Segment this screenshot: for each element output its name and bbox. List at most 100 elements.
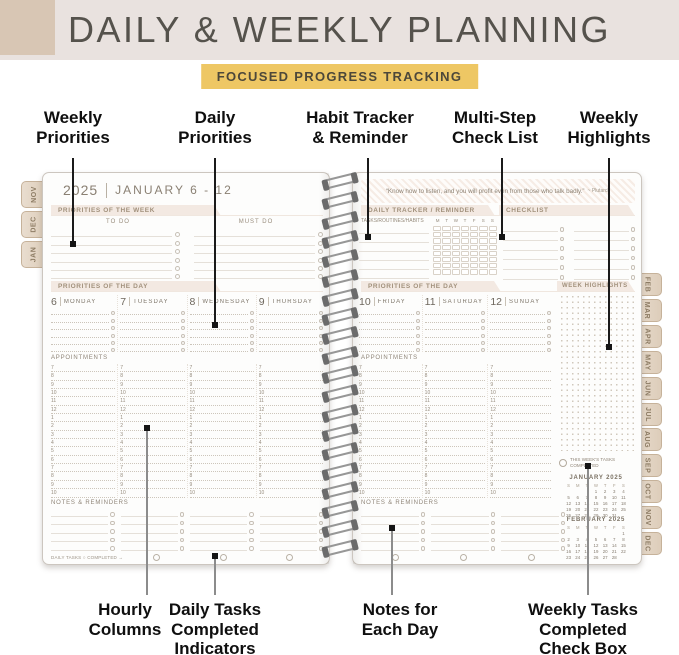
writing-line bbox=[120, 541, 178, 542]
spiral-coil bbox=[321, 441, 359, 461]
leader-line-weekly-priorities bbox=[70, 158, 76, 247]
calendar-title: FEBRUARY 2025 bbox=[566, 517, 626, 523]
hour-slot: 8 bbox=[120, 372, 185, 381]
completion-circle bbox=[415, 311, 420, 316]
dotted-line bbox=[258, 329, 317, 331]
hour-label: 7 bbox=[51, 365, 54, 371]
day-column-monday: 6 MONDAY bbox=[49, 295, 117, 353]
writing-line bbox=[194, 269, 315, 271]
completion-circle bbox=[179, 520, 184, 525]
habit-checkbox bbox=[433, 269, 442, 275]
indicator-cell bbox=[497, 553, 565, 561]
habit-checkbox bbox=[460, 263, 470, 269]
weekly-tasks-completed: THIS WEEK'S TASKS COMPLETED bbox=[559, 457, 637, 468]
hour-label: 7 bbox=[359, 465, 362, 472]
weekday-letter: F bbox=[612, 483, 616, 488]
dotted-line bbox=[359, 329, 414, 331]
calendar-grid: SMTWTFS123456789101112131415161718192021… bbox=[564, 483, 628, 518]
dotted-line bbox=[490, 343, 546, 345]
priority-line bbox=[120, 308, 185, 316]
spiral-coil bbox=[321, 210, 359, 229]
writing-line bbox=[503, 249, 558, 251]
band-hairline bbox=[51, 215, 323, 216]
hour-label: 12 bbox=[258, 406, 265, 413]
habit-checkbox bbox=[433, 244, 442, 250]
weekday-letter: S bbox=[567, 483, 570, 488]
date-cell: 12 bbox=[566, 501, 572, 506]
indicator-cell bbox=[123, 553, 190, 561]
habit-checkbox bbox=[488, 269, 497, 275]
appointments-label: APPOINTMENTS bbox=[51, 355, 108, 361]
daily-priority-lines bbox=[359, 308, 420, 353]
dotted-line bbox=[258, 351, 317, 353]
tracker-sublabel: TASKS/ROUTINES/HABITS bbox=[361, 218, 424, 224]
date-cell: 11 bbox=[621, 495, 626, 500]
habit-checkbox bbox=[460, 232, 470, 238]
habit-checkbox bbox=[470, 232, 479, 238]
writing-line bbox=[501, 524, 559, 525]
completion-circle bbox=[490, 546, 495, 551]
date-cell: 30 bbox=[602, 513, 608, 518]
completion-circle bbox=[249, 537, 254, 542]
completion-circle bbox=[180, 311, 185, 316]
hour-slot: 7 bbox=[189, 464, 254, 473]
day-completed-circle bbox=[527, 553, 535, 561]
completion-circle bbox=[110, 546, 115, 551]
date-cell: 6 bbox=[603, 537, 607, 542]
hour-slot: 1 bbox=[490, 414, 552, 423]
hour-label: 7 bbox=[258, 365, 262, 371]
date-cell: 26 bbox=[566, 513, 572, 518]
corner-accent-square bbox=[0, 0, 55, 55]
leader-line-notes bbox=[389, 525, 395, 595]
priority-line bbox=[120, 315, 185, 323]
priority-line bbox=[490, 308, 552, 316]
hour-label: 6 bbox=[258, 456, 262, 463]
habit-checkbox bbox=[488, 256, 497, 263]
hour-slot: 9 bbox=[359, 381, 420, 390]
hour-slot: 7 bbox=[359, 464, 420, 473]
hour-slot: 1 bbox=[424, 414, 486, 423]
habit-checkbox bbox=[470, 250, 479, 256]
month-tab-label: OCT bbox=[643, 483, 651, 500]
week-header: 2025 JANUARY 6 - 12 bbox=[63, 182, 233, 198]
hour-label: 5 bbox=[189, 448, 193, 455]
hour-slot: 4 bbox=[359, 439, 420, 448]
hour-slot: 6 bbox=[189, 456, 254, 465]
dotted-line bbox=[424, 329, 480, 331]
hour-slot: 4 bbox=[51, 439, 116, 448]
date-cell: 28 bbox=[582, 513, 591, 518]
callout-hourly-columns: Hourly Columns bbox=[88, 600, 162, 639]
day-letter: M bbox=[435, 218, 440, 223]
completion-circle bbox=[415, 326, 420, 331]
day-completed-circle bbox=[459, 553, 467, 561]
weekly-tasks-check-circle bbox=[559, 458, 567, 467]
writing-line bbox=[51, 515, 108, 517]
hour-label: 4 bbox=[120, 440, 124, 447]
habit-checkbox bbox=[479, 269, 488, 275]
dotted-line bbox=[258, 336, 317, 338]
habit-checkbox bbox=[451, 250, 460, 256]
priority-line bbox=[424, 330, 486, 338]
priorities-of-day-band: PRIORITIES OF THE DAY bbox=[51, 281, 221, 292]
day-letter: T bbox=[463, 218, 467, 223]
priority-line bbox=[359, 323, 420, 331]
date-cell: 22 bbox=[620, 549, 626, 554]
priority-line bbox=[189, 330, 254, 338]
hero-banner: DAILY & WEEKLY PLANNING bbox=[0, 0, 679, 60]
dotted-line bbox=[359, 336, 414, 338]
priority-line bbox=[359, 330, 420, 338]
habit-checkbox bbox=[451, 238, 460, 244]
completion-circle bbox=[110, 529, 115, 534]
hour-label: 12 bbox=[490, 406, 496, 413]
date-cell: 26 bbox=[593, 555, 599, 560]
hour-slot: 7 bbox=[490, 364, 552, 373]
writing-line bbox=[574, 240, 629, 242]
writing-line bbox=[259, 541, 317, 542]
hour-label: 11 bbox=[424, 398, 430, 405]
leader-line-week-highlights bbox=[606, 158, 612, 350]
month-tab-label: FEB bbox=[643, 276, 651, 293]
day-header: 12 SUNDAY bbox=[490, 295, 551, 308]
completion-circle bbox=[175, 265, 180, 271]
completion-circle bbox=[179, 529, 184, 534]
hour-label: 8 bbox=[490, 473, 494, 480]
